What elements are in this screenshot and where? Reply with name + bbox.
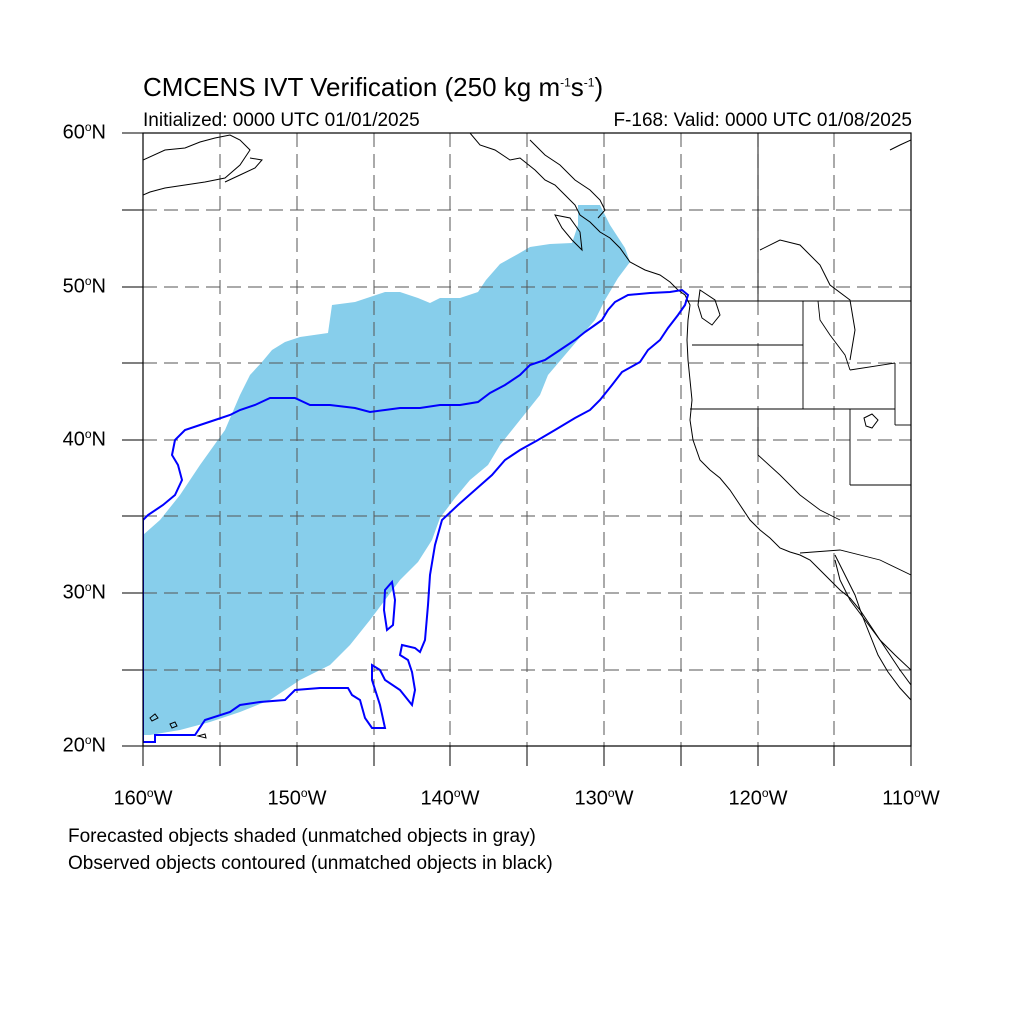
init-time-label: Initialized: 0000 UTC 01/01/2025 bbox=[143, 110, 420, 131]
observed-ivt-contour-inner bbox=[382, 579, 397, 632]
lat-label: 40oN bbox=[62, 427, 106, 451]
observed-ivt-contour bbox=[143, 288, 690, 743]
lat-label: 50oN bbox=[62, 274, 106, 298]
state-borders bbox=[685, 133, 911, 576]
lon-label: 120oW bbox=[728, 786, 788, 810]
lon-label: 160oW bbox=[113, 786, 173, 810]
coastlines bbox=[143, 133, 911, 739]
lon-label: 130oW bbox=[574, 786, 634, 810]
lat-label: 30oN bbox=[62, 580, 106, 604]
footnote-forecast: Forecasted objects shaded (unmatched obj… bbox=[68, 826, 536, 847]
lon-label: 110oW bbox=[882, 786, 940, 810]
lat-label: 60oN bbox=[62, 120, 106, 144]
forecast-ivt-object bbox=[143, 205, 630, 735]
lon-label: 140oW bbox=[420, 786, 480, 810]
lon-label: 150oW bbox=[267, 786, 327, 810]
footnote-observed: Observed objects contoured (unmatched ob… bbox=[68, 853, 553, 874]
lat-label: 20oN bbox=[62, 733, 106, 757]
valid-time-label: F-168: Valid: 0000 UTC 01/08/2025 bbox=[613, 110, 912, 131]
axis-ticks bbox=[122, 132, 912, 766]
chart-title: CMCENS IVT Verification (250 kg m-1s-1) bbox=[143, 72, 604, 102]
